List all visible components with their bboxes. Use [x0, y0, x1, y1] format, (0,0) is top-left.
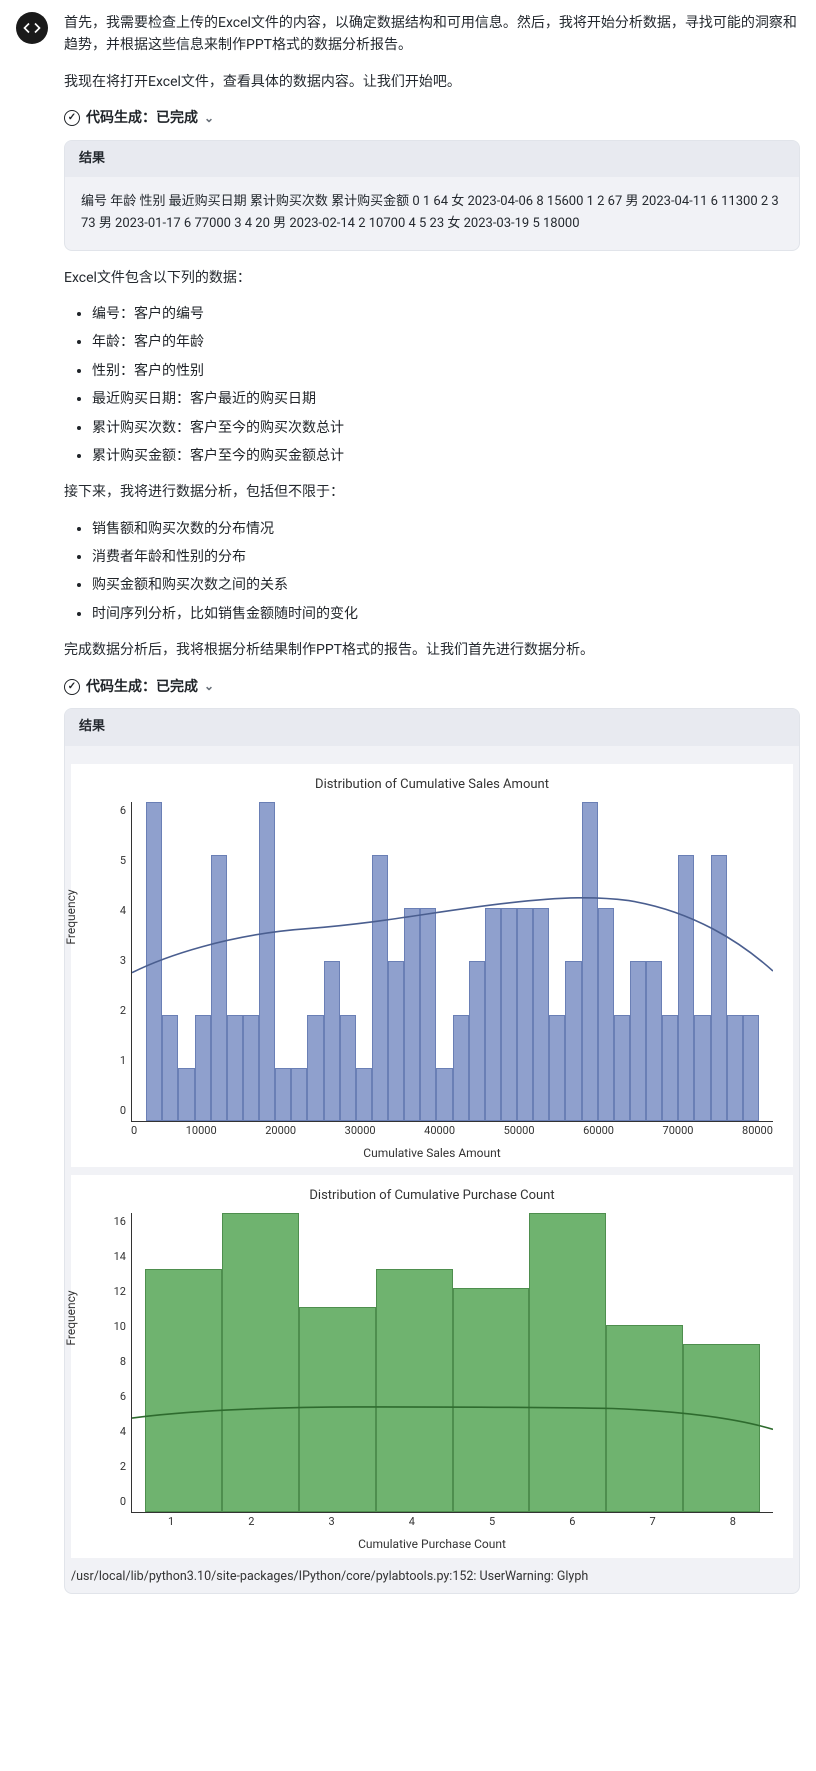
list-item: 销售额和购买次数的分布情况 [92, 518, 800, 540]
chart2-title: Distribution of Cumulative Purchase Coun… [81, 1185, 783, 1207]
list-item: 编号：客户的编号 [92, 303, 800, 325]
analysis-list: 销售额和购买次数的分布情况消费者年龄和性别的分布购买金额和购买次数之间的关系时间… [64, 518, 800, 626]
chevron-down-icon: ⌄ [204, 677, 214, 696]
result-box-1: 结果 编号 年龄 性别 最近购买日期 累计购买次数 累计购买金额 0 1 64 … [64, 140, 800, 251]
list-item: 累计购买金额：客户至今的购买金额总计 [92, 445, 800, 467]
check-circle-icon: ✓ [64, 110, 80, 126]
code-status-label: 代码生成：已完成 [86, 107, 198, 129]
chevron-down-icon: ⌄ [204, 109, 214, 128]
chart2-xlabel: Cumulative Purchase Count [81, 1534, 783, 1554]
chart-purchase-count: Distribution of Cumulative Purchase Coun… [71, 1175, 793, 1558]
chart2-plot: 1614121086420 [131, 1213, 773, 1513]
analysis-intro: 接下来，我将进行数据分析，包括但不限于： [64, 481, 800, 503]
chart2-yticks: 1614121086420 [98, 1213, 126, 1512]
chart2-ylabel: Frequency [64, 1290, 81, 1345]
intro-paragraph-1: 首先，我需要检查上传的Excel文件的内容，以确定数据结构和可用信息。然后，我将… [64, 12, 800, 57]
chart1-plot: 6543210 [131, 802, 773, 1122]
list-item: 最近购买日期：客户最近的购买日期 [92, 388, 800, 410]
chart1-title: Distribution of Cumulative Sales Amount [81, 774, 783, 796]
analysis-outro: 完成数据分析后，我将根据分析结果制作PPT格式的报告。让我们首先进行数据分析。 [64, 639, 800, 661]
chart1-xticks: 0100002000030000400005000060000700008000… [131, 1122, 773, 1141]
code-icon [23, 19, 41, 37]
check-circle-icon: ✓ [64, 679, 80, 695]
list-item: 消费者年龄和性别的分布 [92, 546, 800, 568]
list-item: 累计购买次数：客户至今的购买次数总计 [92, 417, 800, 439]
chart1-xlabel: Cumulative Sales Amount [81, 1143, 783, 1163]
assistant-avatar [16, 12, 48, 44]
chart2-xticks: 12345678 [131, 1513, 773, 1532]
warning-text: /usr/local/lib/python3.10/site-packages/… [71, 1566, 793, 1587]
fields-list: 编号：客户的编号年龄：客户的年龄性别：客户的性别最近购买日期：客户最近的购买日期… [64, 303, 800, 467]
result-box-2: 结果 Distribution of Cumulative Sales Amou… [64, 708, 800, 1594]
code-status-row[interactable]: ✓ 代码生成：已完成 ⌄ [64, 107, 800, 129]
list-item: 时间序列分析，比如销售金额随时间的变化 [92, 603, 800, 625]
list-item: 性别：客户的性别 [92, 360, 800, 382]
result-body: 编号 年龄 性别 最近购买日期 累计购买次数 累计购买金额 0 1 64 女 2… [65, 177, 799, 249]
chart-sales-amount: Distribution of Cumulative Sales Amount … [71, 764, 793, 1167]
chart1-ylabel: Frequency [64, 889, 81, 944]
fields-intro: Excel文件包含以下列的数据： [64, 267, 800, 289]
chart1-yticks: 6543210 [98, 802, 126, 1121]
chart1-bars [132, 802, 773, 1121]
list-item: 年龄：客户的年龄 [92, 331, 800, 353]
code-status-row-2[interactable]: ✓ 代码生成：已完成 ⌄ [64, 676, 800, 698]
chart2-bars [132, 1213, 773, 1512]
code-status-label: 代码生成：已完成 [86, 676, 198, 698]
result-header: 结果 [65, 141, 799, 178]
intro-paragraph-2: 我现在将打开Excel文件，查看具体的数据内容。让我们开始吧。 [64, 71, 800, 93]
result-header: 结果 [65, 709, 799, 746]
list-item: 购买金额和购买次数之间的关系 [92, 574, 800, 596]
